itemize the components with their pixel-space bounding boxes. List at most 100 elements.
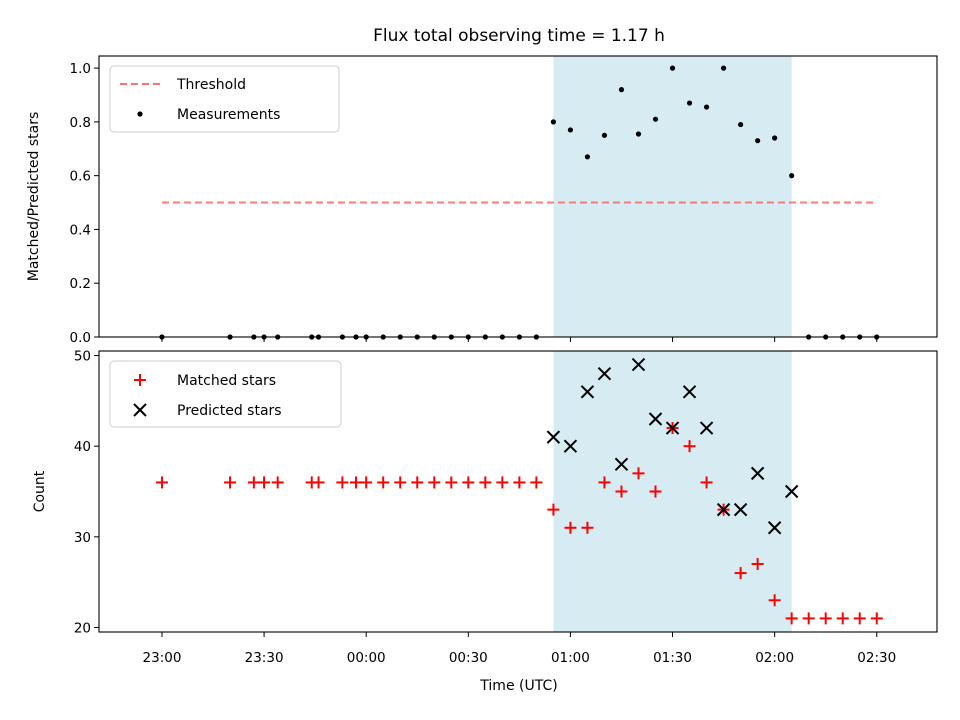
bottom-y-tick-label: 30	[74, 530, 91, 546]
measurement-point	[550, 119, 556, 125]
bottom-plot-panel: 20 30 40 50 23:00 23:30 00:00 00:30 01:00 01:30 0…	[74, 349, 938, 666]
x-axis-label: Time (UTC)	[479, 678, 557, 694]
bottom-y-tick-label: 20	[74, 620, 91, 636]
matched-star-points	[155, 422, 883, 625]
top-plot-panel: 0.0 0.2 0.4 0.6 0.8 1.0	[70, 55, 938, 346]
measurement-point	[635, 131, 642, 137]
measurement-point	[652, 116, 659, 122]
bottom-x-tick-label: 00:30	[449, 650, 488, 666]
matched-star-point	[785, 612, 798, 625]
matched-star-point	[155, 476, 168, 489]
bottom-legend-box	[109, 360, 342, 428]
matched-star-point	[336, 476, 349, 489]
legend-predicted-swatch	[133, 403, 147, 417]
matched-star-point	[683, 440, 696, 453]
matched-star-point	[224, 476, 237, 489]
measurement-point	[669, 65, 676, 71]
matched-star-point	[768, 594, 781, 607]
matched-star-point	[496, 476, 509, 489]
bottom-y-tick-label: 50	[74, 349, 91, 365]
matched-star-point	[513, 476, 526, 489]
matched-star-point	[530, 476, 543, 489]
predicted-star-point	[597, 366, 612, 381]
top-y-tick-label: 1.0	[70, 61, 91, 77]
predicted-star-point	[563, 439, 578, 453]
bottom-x-tick-label: 01:00	[551, 650, 590, 666]
predicted-star-point	[733, 502, 748, 517]
top-y-axis-label: Matched/Predicted stars	[26, 112, 42, 282]
top-y-tick-label: 0.2	[70, 276, 91, 292]
bottom-y-ticks: 20 30 40 50	[74, 349, 99, 636]
matched-star-point	[615, 485, 628, 498]
matched-star-point	[312, 476, 325, 489]
bottom-x-tick-label: 23:00	[143, 650, 182, 666]
measurement-point	[686, 100, 693, 106]
bottom-x-tick-label: 23:30	[245, 650, 284, 666]
top-y-tick-label: 0.4	[70, 222, 91, 238]
matched-star-point	[751, 558, 764, 571]
matched-star-point	[445, 476, 458, 489]
bottom-x-tick-label: 02:30	[857, 650, 896, 666]
measurement-point	[601, 132, 608, 138]
top-y-tick-label: 0.0	[70, 330, 91, 346]
legend-predicted-label: Predicted stars	[177, 403, 282, 419]
matched-star-point	[564, 521, 577, 534]
measurement-point	[738, 121, 744, 128]
legend-measurements-swatch	[137, 111, 143, 117]
legend-matched-label: Matched stars	[177, 373, 276, 389]
matched-star-point	[271, 476, 284, 489]
predicted-star-point	[767, 521, 782, 535]
matched-star-point	[581, 521, 594, 534]
top-y-tick-label: 0.6	[70, 169, 91, 185]
measurement-point	[755, 138, 761, 144]
legend-threshold-label: Threshold	[176, 77, 246, 93]
bottom-x-tick-label: 01:30	[653, 650, 692, 666]
measurement-point	[789, 173, 795, 179]
bottom-y-tick-label: 40	[74, 439, 91, 455]
matched-star-point	[819, 612, 832, 625]
predicted-star-point	[614, 457, 629, 472]
top-y-ticks: 0.0 0.2 0.4 0.6 0.8 1.0	[70, 61, 99, 346]
matched-star-point	[734, 567, 747, 580]
matched-star-point	[462, 476, 475, 489]
matched-star-point	[700, 476, 713, 489]
matched-star-point	[632, 467, 645, 480]
matched-star-point	[411, 476, 424, 489]
top-y-tick-label: 0.8	[70, 115, 91, 131]
measurement-point	[720, 65, 727, 71]
measurement-point	[618, 87, 625, 93]
predicted-star-point	[580, 385, 595, 399]
bottom-x-ticks: 23:00 23:30 00:00 00:30 01:00 01:30 02:00 02:30	[143, 632, 896, 666]
matched-star-point	[598, 476, 611, 489]
matched-star-point	[802, 612, 815, 625]
matched-star-point	[394, 476, 407, 489]
matched-star-point	[349, 476, 362, 489]
predicted-star-point	[750, 466, 765, 481]
top-highlight-span	[553, 56, 792, 337]
top-legend: Threshold Measurements	[109, 65, 340, 133]
predicted-star-point	[784, 484, 799, 499]
matched-star-point	[479, 476, 492, 489]
predicted-star-point	[648, 412, 663, 426]
measurement-point	[584, 154, 591, 160]
predicted-star-point	[716, 502, 731, 517]
legend-matched-swatch	[134, 374, 146, 386]
predicted-star-points	[546, 357, 799, 535]
bottom-y-axis-label: Count	[32, 470, 48, 512]
predicted-star-point	[631, 357, 646, 372]
legend-measurements-label: Measurements	[177, 107, 280, 123]
top-legend-box	[109, 65, 340, 133]
predicted-star-point	[665, 421, 680, 435]
matched-star-point	[870, 612, 883, 625]
predicted-star-point	[682, 385, 697, 399]
matched-star-point	[836, 612, 849, 625]
chart-title: Flux total observing time = 1.17 h	[373, 26, 665, 46]
measurement-point	[772, 135, 778, 141]
predicted-star-point	[546, 430, 561, 444]
bottom-legend: Matched stars Predicted stars	[109, 360, 342, 428]
bottom-x-tick-label: 02:00	[755, 650, 794, 666]
matched-star-point	[547, 503, 560, 516]
matched-star-point	[853, 612, 866, 625]
bottom-axes-frame	[98, 350, 938, 633]
